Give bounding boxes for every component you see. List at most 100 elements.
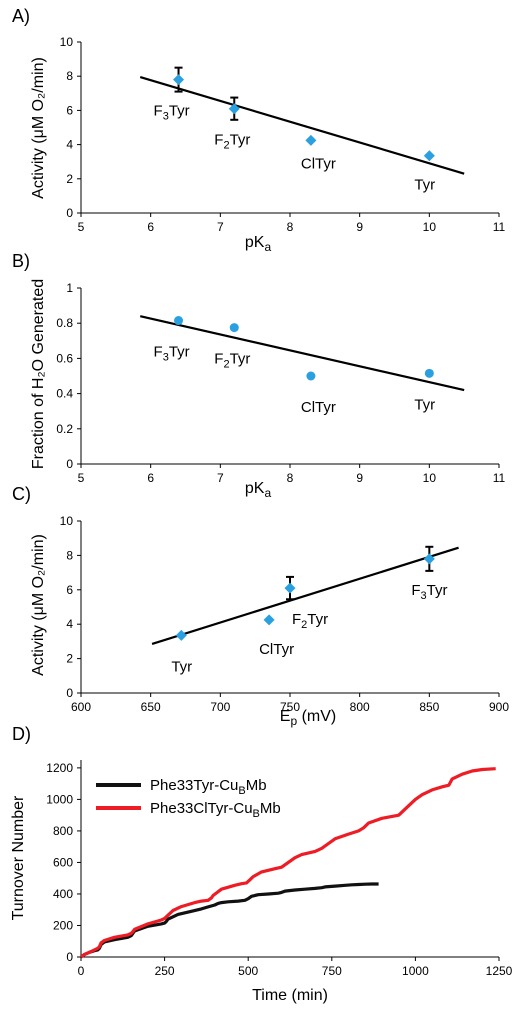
x-tick-label: 9 (356, 471, 363, 485)
x-tick-label: 250 (155, 964, 175, 978)
label-sub: a (264, 486, 271, 500)
point-label: F2Tyr (292, 611, 328, 631)
label-sub: 3 (163, 352, 169, 364)
label-sub: 2 (301, 619, 307, 631)
y-tick-label: 8 (66, 69, 73, 83)
data-point (228, 103, 240, 115)
y-axis-title: Activity (μM O₂/min) (30, 534, 47, 676)
y-tick-label: 0 (66, 686, 73, 700)
y-tick-label: 1200 (46, 761, 73, 775)
label-tail: Mb (260, 800, 281, 817)
trend-line (139, 76, 465, 175)
data-point (173, 74, 185, 86)
label-main: Tyr (414, 396, 435, 413)
y-tick-label: 0 (66, 206, 73, 220)
label-tail: Tyr (307, 611, 328, 628)
panel-label: D) (12, 724, 31, 744)
x-tick-label: 10 (423, 220, 437, 234)
label-main: F (292, 611, 301, 628)
data-point (423, 553, 435, 565)
label-sub: 3 (163, 111, 169, 123)
y-axis-title: Activity (μM O₂/min) (30, 57, 47, 199)
panel-label: C) (12, 484, 31, 504)
label-tail: Tyr (169, 344, 190, 361)
label-main: F (154, 103, 163, 120)
label-tail: Tyr (230, 132, 251, 149)
trend-line (151, 546, 459, 646)
x-tick-label: 750 (280, 700, 300, 714)
label-main: Time (min) (252, 987, 328, 1004)
label-main: F (154, 344, 163, 361)
label-main: pK (245, 234, 265, 251)
label-sub: B (253, 808, 260, 820)
legend-label: Phe33Tyr-CuBMb (150, 777, 267, 797)
label-tail: (mV) (297, 708, 336, 725)
label-main: ClTyr (259, 641, 294, 658)
y-tick-label: 10 (60, 35, 74, 49)
label-sub: 2 (223, 359, 229, 371)
point-label: Tyr (414, 396, 435, 413)
y-axis-title: Fraction of H₂O Generated (30, 279, 47, 469)
chart-panel-c: C) 600 650 700 750 800 850 900 0 2 4 6 8 10 Ep (mV) Act… (12, 484, 509, 728)
x-tick-label: 1250 (486, 964, 513, 978)
x-axis-title: Ep (mV) (280, 708, 336, 728)
data-point (424, 368, 434, 378)
panel-label: B) (12, 251, 30, 271)
label-main: Phe33Tyr-Cu (150, 777, 238, 794)
y-tick-label: 4 (66, 138, 73, 152)
x-tick-label: 7 (217, 471, 224, 485)
x-axis-title: pKa (245, 234, 272, 254)
label-sub: p (290, 714, 297, 728)
y-tick-label: 2 (66, 172, 73, 186)
y-axis-title: Turnover Number (10, 795, 27, 920)
x-tick-label: 5 (78, 471, 85, 485)
y-tick-label: 8 (66, 548, 73, 562)
point-label: ClTyr (301, 155, 336, 172)
y-tick-label: 1000 (46, 792, 73, 806)
y-tick-label: 0.2 (56, 422, 73, 436)
x-tick-label: 600 (71, 700, 91, 714)
y-tick-label: 0.8 (56, 316, 73, 330)
x-tick-label: 700 (210, 700, 230, 714)
series-line (80, 882, 379, 959)
point-label: F3Tyr (154, 103, 190, 123)
point-label: F3Tyr (154, 344, 190, 364)
data-point (305, 134, 317, 146)
panel-label: A) (12, 6, 30, 26)
data-point (306, 371, 316, 381)
y-tick-label: 2 (66, 652, 73, 666)
trend-line (139, 315, 465, 392)
label-main: F (214, 132, 223, 149)
label-tail: Tyr (427, 582, 448, 599)
data-point (174, 316, 184, 326)
label-main: F (214, 351, 223, 368)
x-tick-label: 9 (356, 220, 363, 234)
chart-panel-a: A) 5 6 7 8 9 10 11 0 2 4 6 8 10 pKa Activity (μM O₂/min… (12, 6, 506, 254)
y-tick-label: 6 (66, 583, 73, 597)
x-tick-label: 750 (322, 964, 342, 978)
point-label: Tyr (171, 658, 192, 675)
y-tick-label: 400 (53, 887, 73, 901)
y-tick-label: 6 (66, 103, 73, 117)
label-sub: 3 (421, 590, 427, 602)
point-label: ClTyr (301, 399, 336, 416)
x-tick-label: 500 (238, 964, 258, 978)
y-tick-label: 800 (53, 824, 73, 838)
label-main: ClTyr (301, 155, 336, 172)
point-label: ClTyr (259, 641, 294, 658)
x-tick-label: 8 (287, 220, 294, 234)
x-tick-label: 7 (217, 220, 224, 234)
label-main: Phe33ClTyr-Cu (150, 800, 253, 817)
x-tick-label: 900 (489, 700, 509, 714)
label-main: E (280, 708, 291, 725)
y-tick-label: 0 (66, 950, 73, 964)
label-main: Tyr (171, 658, 192, 675)
x-tick-label: 11 (493, 220, 506, 234)
x-tick-label: 10 (423, 471, 437, 485)
legend-label: Phe33ClTyr-CuBMb (150, 800, 281, 820)
x-tick-label: 800 (350, 700, 370, 714)
data-point (229, 323, 239, 333)
x-axis-title: Time (min) (252, 987, 328, 1004)
y-tick-label: 0 (66, 457, 73, 471)
